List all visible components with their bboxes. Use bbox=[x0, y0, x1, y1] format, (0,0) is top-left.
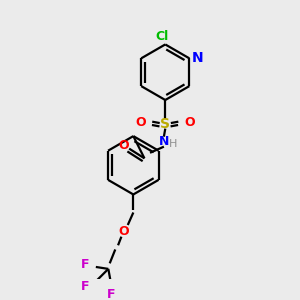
Text: O: O bbox=[136, 116, 146, 129]
Text: N: N bbox=[159, 135, 169, 148]
Text: N: N bbox=[191, 51, 203, 65]
Text: S: S bbox=[160, 117, 170, 130]
Text: F: F bbox=[107, 288, 116, 300]
Text: Cl: Cl bbox=[155, 30, 169, 43]
Text: F: F bbox=[81, 258, 89, 271]
Text: O: O bbox=[184, 116, 195, 129]
Text: O: O bbox=[118, 139, 129, 152]
Text: H: H bbox=[169, 139, 177, 149]
Text: F: F bbox=[81, 280, 89, 293]
Text: O: O bbox=[118, 226, 129, 238]
